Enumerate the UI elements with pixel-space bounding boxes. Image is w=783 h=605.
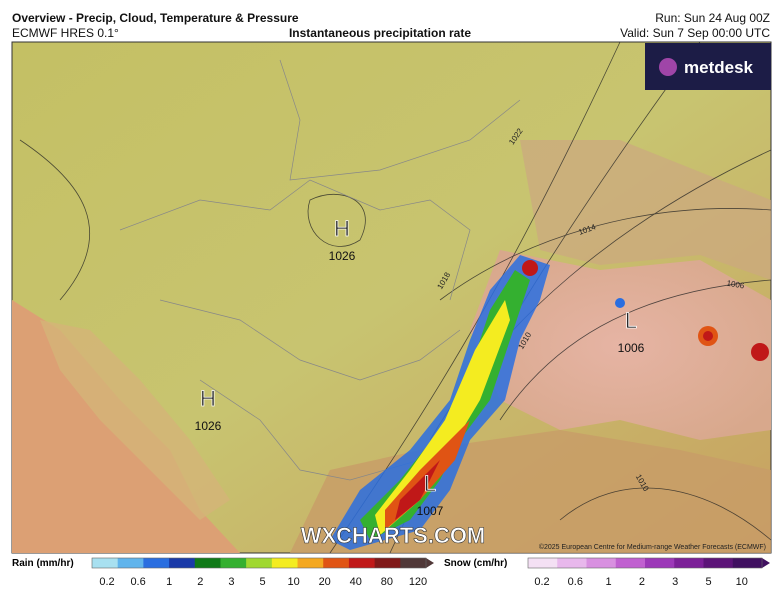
adriatic (40, 320, 230, 520)
ukraine-south (520, 140, 771, 280)
isobar-label: 1006 (726, 279, 746, 291)
legend-swatch (674, 558, 704, 568)
legend-swatch (297, 558, 324, 568)
pressure-value: 1026 (329, 249, 356, 263)
legend-swatch (220, 558, 247, 568)
valid-time: Valid: Sun 7 Sep 00:00 UTC (620, 26, 770, 40)
legend-arrow (762, 558, 770, 568)
legend-swatch (143, 558, 170, 568)
legend-swatch (615, 558, 646, 568)
legend-tick: 80 (381, 576, 393, 588)
legend-swatch (732, 558, 763, 568)
pressure-centers: H 1026 H 1026 L 1006 L 1007 (195, 216, 645, 518)
legend-tick: 1 (166, 576, 172, 588)
legend-swatch (246, 558, 273, 568)
pressure-value: 1006 (618, 341, 645, 355)
legend-swatch (348, 558, 376, 568)
rain-legend: 0.2 0.6 1 2 3 5 10 20 40 80 120 (91, 557, 434, 588)
legend-swatch (703, 558, 734, 568)
legend-tick: 20 (319, 576, 331, 588)
precipitation (330, 255, 769, 550)
legend-swatch (528, 558, 558, 568)
legend-swatch (645, 558, 675, 568)
legend-tick: 3 (672, 576, 678, 588)
legend-tick: 5 (705, 576, 711, 588)
pressure-symbol: H (334, 216, 350, 241)
legend-tick: 1 (606, 576, 612, 588)
legend-frame (527, 557, 763, 569)
legend-swatch (117, 558, 144, 568)
subtitle: Instantaneous precipitation rate (289, 26, 471, 40)
legend-tick: 0.2 (534, 576, 549, 588)
legend-swatch (169, 558, 196, 568)
title: Overview - Precip, Cloud, Temperature & … (12, 11, 299, 25)
legend-tick: 120 (409, 576, 427, 588)
legend-swatch (400, 558, 427, 568)
pressure-value: 1007 (417, 504, 444, 518)
legend-swatch (374, 558, 401, 568)
logo: metdesk (684, 58, 754, 77)
legend-swatch (586, 558, 617, 568)
legend-swatch (557, 558, 587, 568)
snow-legend: 0.2 0.6 1 2 3 5 10 (527, 557, 770, 588)
black-sea (470, 250, 771, 440)
legend-tick: 10 (736, 576, 748, 588)
pressure-symbol: H (200, 386, 216, 411)
pressure-value: 1026 (195, 419, 222, 433)
legend-tick: 2 (197, 576, 203, 588)
legend-tick: 10 (287, 576, 299, 588)
rain-legend-label: Rain (mm/hr) (12, 558, 74, 569)
legend-tick: 0.2 (99, 576, 114, 588)
legend-tick: 0.6 (130, 576, 145, 588)
legend-tick: 40 (350, 576, 362, 588)
pressure-symbol: L (625, 308, 637, 333)
legend-swatch (194, 558, 221, 568)
model: ECMWF HRES 0.1° (12, 26, 119, 40)
legend-tick: 0.6 (568, 576, 583, 588)
borders (119, 59, 521, 481)
legend-tick: 2 (639, 576, 645, 588)
run-time: Run: Sun 24 Aug 00Z (655, 11, 770, 25)
legend-tick: 5 (259, 576, 265, 588)
copyright: ©2025 European Centre for Medium-range W… (539, 543, 766, 551)
legend-tick: 3 (228, 576, 234, 588)
watermark: WXCHARTS.COM (301, 523, 486, 548)
legend-frame (91, 557, 427, 569)
legend-swatch (271, 558, 299, 568)
logo-icon (659, 58, 677, 76)
legend-swatch (92, 558, 119, 568)
snow-legend-label: Snow (cm/hr) (444, 558, 507, 569)
legend-swatch (323, 558, 350, 568)
legend-arrow (426, 558, 434, 568)
pressure-symbol: L (424, 471, 436, 496)
